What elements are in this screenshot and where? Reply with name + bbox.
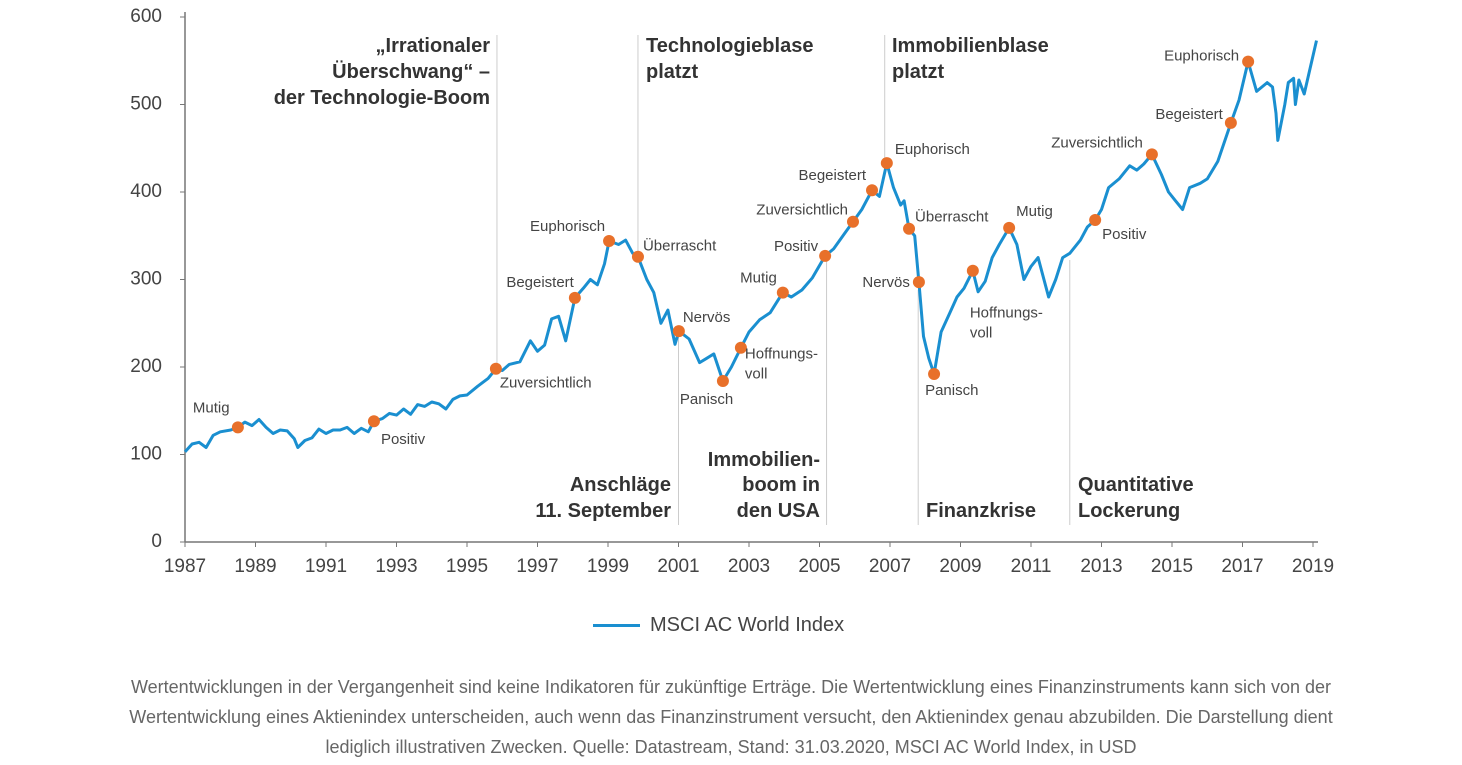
sentiment-marker: [880, 157, 893, 170]
sentiment-marker: [1242, 55, 1255, 68]
x-tick-label: 1989: [234, 556, 276, 577]
x-tick-label: 2001: [657, 556, 699, 577]
footnote-line: Wertentwicklungen in der Vergangenheit s…: [131, 677, 1331, 697]
y-tick-label: 300: [130, 269, 162, 290]
sentiment-marker: [1089, 214, 1102, 226]
event-label: den USA: [737, 500, 820, 522]
sentiment-marker: [1224, 116, 1237, 129]
event-label: Technologieblase: [646, 35, 813, 57]
sentiment-label: Positiv: [1102, 226, 1147, 243]
x-tick-label: 1993: [375, 556, 417, 577]
sentiment-label: Begeistert: [506, 274, 574, 291]
sentiment-label: Panisch: [680, 391, 733, 408]
msci-line-chart: 0 100 200 300 400 500 600 1987 1989 1991 1993 1995 1…: [130, 6, 1334, 577]
x-tick-label: 1987: [164, 556, 206, 577]
footnote: Wertentwicklungen in der Vergangenheit s…: [0, 672, 1462, 762]
x-tick-label: 1999: [587, 556, 629, 577]
x-tick-label: 2013: [1080, 556, 1122, 577]
sentiment-label: Zuversichtlich: [1051, 134, 1143, 151]
event-label: platzt: [892, 61, 945, 83]
sentiment-marker: [928, 368, 941, 380]
legend-line-swatch: [593, 624, 640, 627]
sentiment-label: voll: [970, 325, 993, 342]
legend-label: MSCI AC World Index: [650, 614, 845, 636]
event-label: Finanzkrise: [926, 500, 1036, 522]
y-tick-label: 200: [130, 356, 162, 377]
x-tick-label: 2007: [869, 556, 911, 577]
event-label: Quantitative: [1078, 474, 1194, 496]
x-tick-label: 1995: [446, 556, 488, 577]
y-tick-label: 600: [130, 6, 162, 27]
event-label: boom in: [742, 474, 820, 496]
x-tick-label: 2019: [1292, 556, 1334, 577]
sentiment-label: Nervös: [683, 309, 731, 326]
sentiment-label: Überrascht: [643, 237, 717, 255]
y-tick-label: 100: [130, 444, 162, 465]
sentiment-label: Hoffnungs-: [970, 305, 1043, 322]
event-label: 11. September: [535, 500, 671, 522]
y-tick-label: 400: [130, 181, 162, 202]
sentiment-label: Zuversichtlich: [500, 375, 592, 392]
sentiment-marker: [1145, 148, 1158, 161]
sentiment-marker: [716, 375, 729, 387]
event-label: Lockerung: [1078, 500, 1180, 522]
sentiment-label: Mutig: [740, 270, 777, 287]
sentiment-marker: [603, 235, 616, 247]
sentiment-label: Euphorisch: [895, 141, 970, 158]
event-label: „Irrationaler: [376, 35, 491, 57]
sentiment-marker: [631, 250, 644, 263]
sentiment-marker: [367, 415, 380, 428]
sentiment-marker: [231, 421, 244, 434]
sentiment-marker: [903, 222, 916, 235]
sentiment-marker: [776, 286, 789, 299]
sentiment-marker: [866, 184, 879, 197]
x-tick-label: 2015: [1151, 556, 1193, 577]
x-tick-label: 1997: [516, 556, 558, 577]
x-tick-label: 2011: [1011, 556, 1052, 577]
x-tick-label: 2005: [798, 556, 840, 577]
sentiment-label: Hoffnungs-: [745, 346, 818, 363]
sentiment-label: Euphorisch: [1164, 48, 1239, 65]
footnote-line: lediglich illustrativen Zwecken. Quelle:…: [325, 737, 1137, 757]
sentiment-marker: [734, 341, 747, 354]
sentiment-label: Mutig: [1016, 203, 1053, 220]
sentiment-label: Positiv: [381, 431, 426, 448]
y-tick-label: 500: [130, 94, 162, 115]
sentiment-label: Begeistert: [1155, 106, 1223, 123]
event-label: Überschwang“ –: [332, 60, 490, 83]
x-tick-label: 2003: [728, 556, 770, 577]
sentiment-marker: [568, 291, 581, 304]
sentiment-marker: [966, 264, 979, 277]
sentiment-marker: [1003, 221, 1016, 234]
sentiment-label: voll: [745, 366, 768, 383]
sentiment-label: Euphorisch: [530, 218, 605, 235]
legend: MSCI AC World Index: [593, 614, 844, 637]
event-label: Immobilien-: [708, 449, 820, 471]
event-label: Immobilienblase: [892, 35, 1049, 57]
footnote-line: Wertentwicklung eines Aktienindex unters…: [129, 707, 1333, 727]
x-tick-label: 1991: [305, 556, 347, 577]
sentiment-marker: [912, 276, 925, 289]
event-label: platzt: [646, 61, 699, 83]
sentiment-marker: [489, 362, 502, 375]
sentiment-label: Panisch: [925, 382, 978, 399]
sentiment-marker: [846, 215, 859, 228]
sentiment-label: Mutig: [193, 399, 230, 416]
sentiment-marker: [819, 249, 832, 262]
event-label: Anschläge: [570, 474, 671, 496]
sentiment-label: Überrascht: [915, 208, 989, 226]
sentiment-label: Nervös: [862, 274, 910, 291]
x-tick-label: 2017: [1221, 556, 1263, 577]
sentiment-label: Positiv: [774, 238, 819, 255]
sentiment-label: Zuversichtlich: [756, 202, 848, 219]
x-tick-label: 2009: [939, 556, 981, 577]
y-tick-label: 0: [151, 531, 162, 552]
sentiment-marker: [672, 325, 685, 338]
sentiment-label: Begeistert: [798, 167, 866, 184]
event-label: der Technologie-Boom: [274, 87, 490, 109]
